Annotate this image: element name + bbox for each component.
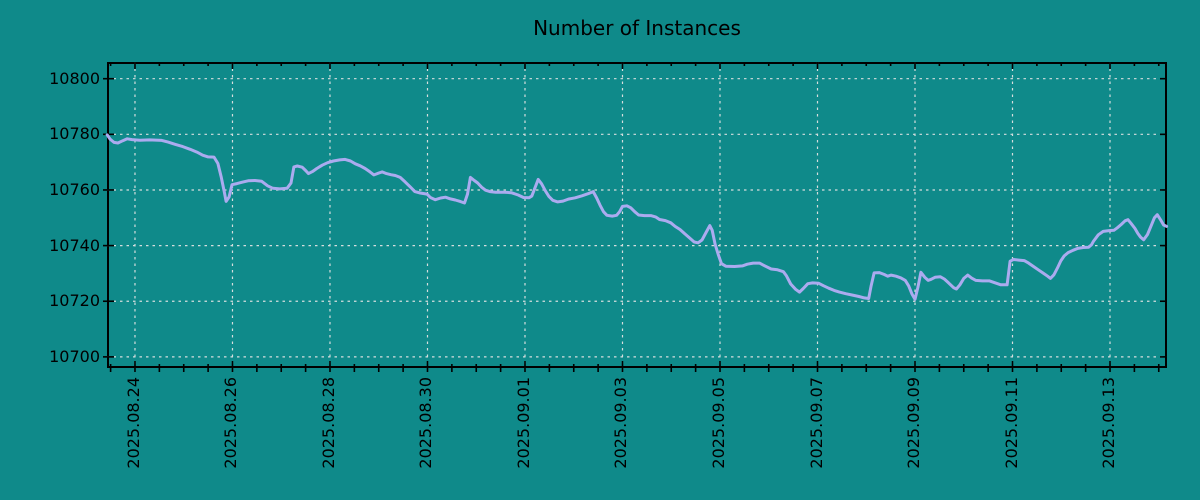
- x-tick-label: 2025.09.09: [904, 377, 923, 469]
- y-tick-label: 10780: [49, 124, 100, 144]
- x-tick-label: 2025.09.13: [1099, 377, 1118, 469]
- y-tick-label: 10800: [49, 68, 100, 88]
- y-tick-label: 10720: [49, 291, 100, 311]
- y-tick-label: 10760: [49, 179, 100, 199]
- y-tick-label: 10700: [49, 346, 100, 366]
- x-tick-label: 2025.08.30: [416, 377, 436, 469]
- plot-area: [103, 62, 1169, 372]
- y-tick-label: 10740: [49, 235, 100, 255]
- x-tick-label: 2025.09.01: [513, 377, 533, 469]
- x-tick-label: 2025.08.24: [123, 377, 143, 469]
- x-tick-label: 2025.09.03: [611, 377, 631, 469]
- chart-title: Number of Instances: [533, 16, 741, 40]
- x-tick-label: 2025.08.26: [221, 377, 241, 469]
- x-tick-label: 2025.09.05: [708, 377, 728, 469]
- x-tick-label: 2025.09.07: [806, 377, 826, 469]
- data-line: [105, 133, 1169, 301]
- plot-svg: [103, 62, 1169, 372]
- x-tick-label: 2025.09.11: [1001, 377, 1021, 469]
- x-tick-label: 2025.08.28: [318, 377, 338, 469]
